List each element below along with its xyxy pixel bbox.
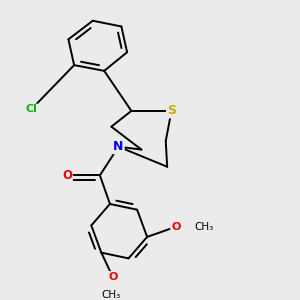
Text: N: N xyxy=(113,140,124,153)
Text: CH₃: CH₃ xyxy=(102,290,121,300)
Text: CH₃: CH₃ xyxy=(194,222,214,232)
Text: Cl: Cl xyxy=(25,104,37,115)
Text: S: S xyxy=(167,104,176,117)
Text: O: O xyxy=(171,222,181,232)
Text: O: O xyxy=(108,272,118,282)
Text: O: O xyxy=(62,169,72,182)
